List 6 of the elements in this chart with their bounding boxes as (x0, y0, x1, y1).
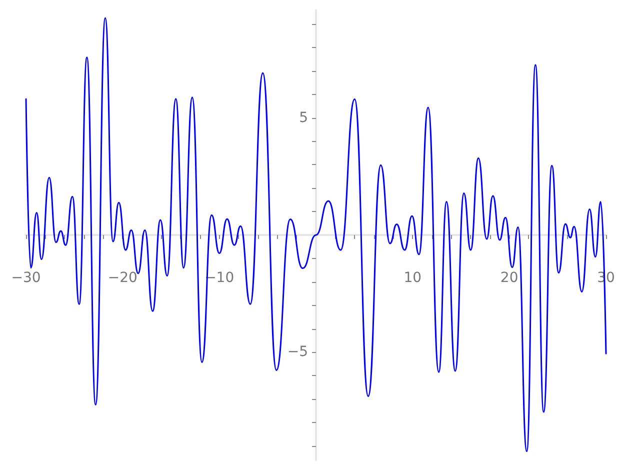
x-tick-label: 10 (404, 270, 422, 286)
x-tick-label: 20 (500, 270, 518, 286)
x-tick-label: −30 (11, 270, 41, 286)
x-tick-label: −20 (108, 270, 138, 286)
y-tick-label: 5 (299, 110, 308, 126)
y-tick-label: −5 (287, 344, 308, 360)
